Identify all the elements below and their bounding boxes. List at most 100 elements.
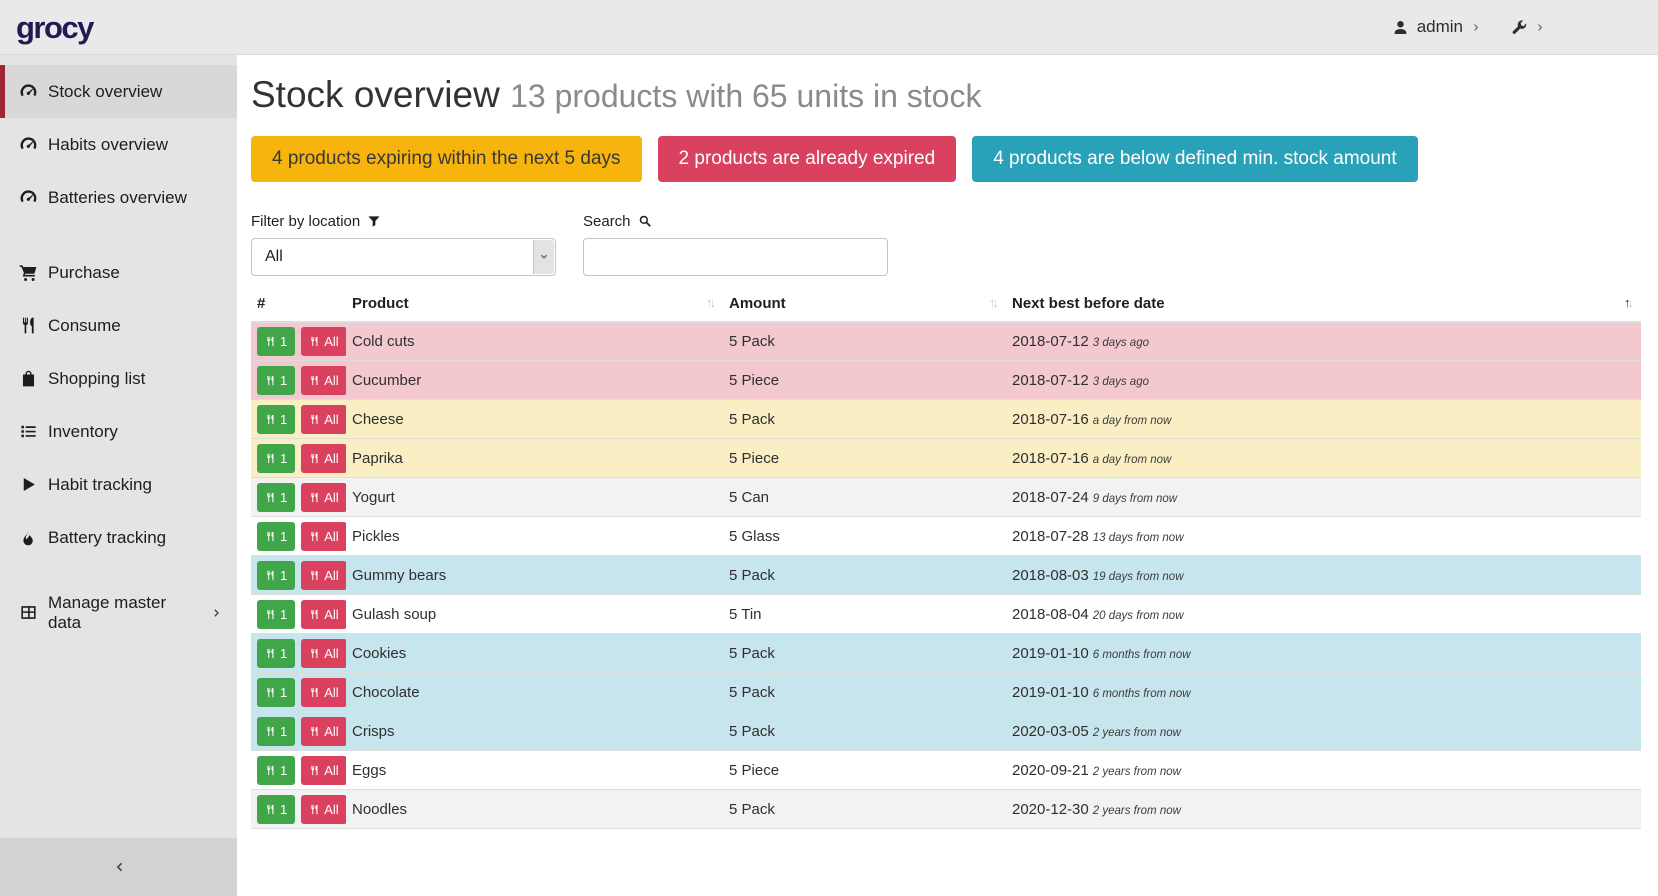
grocy-logo[interactable]: grocy — [16, 9, 94, 45]
utensils-icon — [265, 413, 276, 426]
consume-one-button[interactable]: 1 — [257, 755, 296, 785]
best-before-date: 2018-07-12 3 days ago — [1006, 321, 1641, 361]
consume-all-button[interactable]: All — [301, 755, 346, 785]
utensils-icon — [265, 452, 276, 465]
table-row: 1 All Chocolate 5 Pack 2019-01-10 6 month… — [251, 672, 1641, 712]
utensils-icon — [309, 335, 320, 348]
status-badge[interactable]: 2 products are already expired — [657, 135, 957, 182]
user-menu-label: admin — [1416, 17, 1463, 36]
consume-one-button[interactable]: 1 — [257, 560, 296, 590]
consume-all-button[interactable]: All — [301, 638, 346, 668]
sidebar-collapse-button[interactable] — [0, 838, 237, 896]
consume-all-button[interactable]: All — [301, 482, 346, 512]
consume-one-button[interactable]: 1 — [257, 365, 296, 395]
chevron-left-icon — [112, 860, 126, 874]
consume-one-button[interactable]: 1 — [257, 794, 296, 824]
consume-one-button[interactable]: 1 — [257, 326, 296, 356]
utensils-icon — [265, 335, 276, 348]
product-amount: 5 Tin — [723, 594, 1006, 634]
relative-time: a day from now — [1092, 414, 1172, 427]
sidebar-item-batteries-overview[interactable]: Batteries overview — [0, 171, 237, 224]
sidebar-item-label: Battery tracking — [48, 527, 167, 547]
sidebar-item-habits-overview[interactable]: Habits overview — [0, 118, 237, 171]
consume-all-button[interactable]: All — [301, 599, 346, 629]
settings-menu[interactable] — [1510, 19, 1546, 36]
consume-one-button[interactable]: 1 — [257, 521, 296, 551]
best-before-date: 2018-07-28 13 days from now — [1006, 516, 1641, 556]
table-header-row: # ↑↓ Product ↑↓ Amount ↑↓ Next best before dat… — [251, 288, 1641, 323]
consume-one-button[interactable]: 1 — [257, 638, 296, 668]
utensils-icon — [309, 374, 320, 387]
consume-all-button[interactable]: All — [301, 521, 346, 551]
column-header-label: Amount — [729, 294, 786, 312]
consume-all-button[interactable]: All — [301, 794, 346, 824]
sidebar-item-stock-overview[interactable]: Stock overview — [0, 65, 237, 118]
relative-time: 6 months from now — [1092, 687, 1191, 700]
column-header-amount[interactable]: ↑↓ Amount — [723, 288, 1006, 323]
top-bar: grocy admin — [0, 0, 1658, 55]
search-input[interactable] — [583, 237, 888, 276]
sidebar-item-label: Inventory — [48, 421, 118, 441]
consume-one-button[interactable]: 1 — [257, 716, 296, 746]
wrench-icon — [1510, 19, 1527, 36]
consume-all-button[interactable]: All — [301, 365, 346, 395]
relative-time: 3 days ago — [1092, 375, 1149, 388]
utensils-icon — [265, 569, 276, 582]
search-icon — [638, 214, 652, 228]
table-row: 1 All Cookies 5 Pack 2019-01-10 6 months … — [251, 633, 1641, 673]
consume-all-button[interactable]: All — [301, 716, 346, 746]
table-row: 1 All Cold cuts 5 Pack 2018-07-12 3 days … — [251, 321, 1641, 361]
consume-one-button[interactable]: 1 — [257, 404, 296, 434]
sidebar-item-battery-tracking[interactable]: Battery tracking — [0, 511, 237, 564]
consume-one-button[interactable]: 1 — [257, 443, 296, 473]
consume-all-button[interactable]: All — [301, 443, 346, 473]
product-amount: 5 Pack — [723, 711, 1006, 751]
consume-all-button[interactable]: All — [301, 326, 346, 356]
table-controls: Filter by location All Search — [251, 213, 1641, 276]
user-icon — [1392, 19, 1409, 36]
sidebar-item-shopping-list[interactable]: Shopping list — [0, 352, 237, 405]
relative-time: 19 days from now — [1092, 570, 1184, 583]
consume-all-button[interactable]: All — [301, 677, 346, 707]
search-group: Search — [583, 213, 888, 276]
flame-icon — [19, 528, 38, 547]
product-amount: 5 Pack — [723, 672, 1006, 712]
utensils-icon — [309, 569, 320, 582]
consume-one-button[interactable]: 1 — [257, 599, 296, 629]
product-amount: 5 Piece — [723, 360, 1006, 400]
location-filter-group: Filter by location All — [251, 213, 556, 276]
product-name: Gulash soup — [346, 594, 723, 634]
consume-one-button[interactable]: 1 — [257, 677, 296, 707]
sidebar-item-purchase[interactable]: Purchase — [0, 246, 237, 299]
column-header-next-best-before-date[interactable]: ↑↓ Next best before date — [1006, 288, 1641, 323]
product-amount: 5 Pack — [723, 399, 1006, 439]
sidebar-item-manage-master-data[interactable]: Manage master data — [0, 586, 237, 639]
status-badges: 4 products expiring within the next 5 da… — [251, 135, 1641, 182]
status-badge[interactable]: 4 products expiring within the next 5 da… — [251, 135, 642, 182]
relative-time: 6 months from now — [1092, 648, 1191, 661]
utensils-icon — [309, 725, 320, 738]
sidebar-item-inventory[interactable]: Inventory — [0, 405, 237, 458]
column-header-: # — [251, 288, 346, 323]
utensils-icon — [265, 803, 276, 816]
sidebar-item-label: Manage master data — [48, 592, 167, 632]
sidebar-item-habit-tracking[interactable]: Habit tracking — [0, 458, 237, 511]
chevron-down-icon — [533, 239, 554, 274]
column-header-product[interactable]: ↑↓ Product — [346, 288, 723, 323]
best-before-date: 2018-08-03 19 days from now — [1006, 555, 1641, 595]
utensils-icon — [265, 608, 276, 621]
consume-one-button[interactable]: 1 — [257, 482, 296, 512]
table-row: 1 All Yogurt 5 Can 2018-07-24 9 days from… — [251, 477, 1641, 517]
utensils-icon — [309, 491, 320, 504]
status-badge[interactable]: 4 products are below defined min. stock … — [972, 135, 1418, 182]
consume-all-button[interactable]: All — [301, 404, 346, 434]
play-icon — [19, 475, 38, 494]
best-before-date: 2018-07-16 a day from now — [1006, 438, 1641, 478]
product-name: Paprika — [346, 438, 723, 478]
sidebar-item-consume[interactable]: Consume — [0, 299, 237, 352]
location-filter-select[interactable]: All — [251, 237, 556, 276]
consume-all-button[interactable]: All — [301, 560, 346, 590]
table-row: 1 All Gummy bears 5 Pack 2018-08-03 19 da… — [251, 555, 1641, 595]
user-menu[interactable]: admin — [1392, 17, 1482, 37]
sidebar: Stock overview Habits overview Batteries o… — [0, 55, 237, 896]
